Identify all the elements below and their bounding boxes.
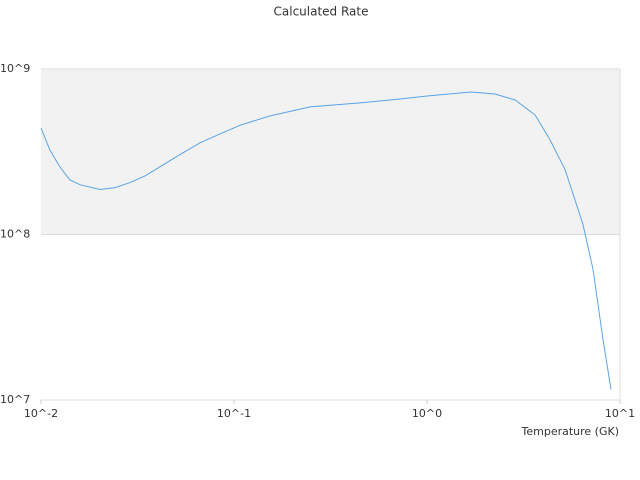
data-line [40, 91, 612, 390]
x-axis-label: Temperature (GK) [521, 425, 620, 438]
y-tick-label: 10^8 [0, 228, 30, 241]
x-tick-label: 10^-1 [217, 407, 251, 420]
y-tick-label: 10^7 [0, 393, 30, 406]
chart-title: Calculated Rate [274, 5, 369, 19]
plot-band [41, 69, 620, 235]
y-tick-label: 10^9 [0, 62, 30, 75]
x-tick-label: 10^0 [412, 407, 442, 420]
x-tick-label: 10^-2 [24, 407, 58, 420]
x-tick-label: 10^1 [605, 407, 635, 420]
